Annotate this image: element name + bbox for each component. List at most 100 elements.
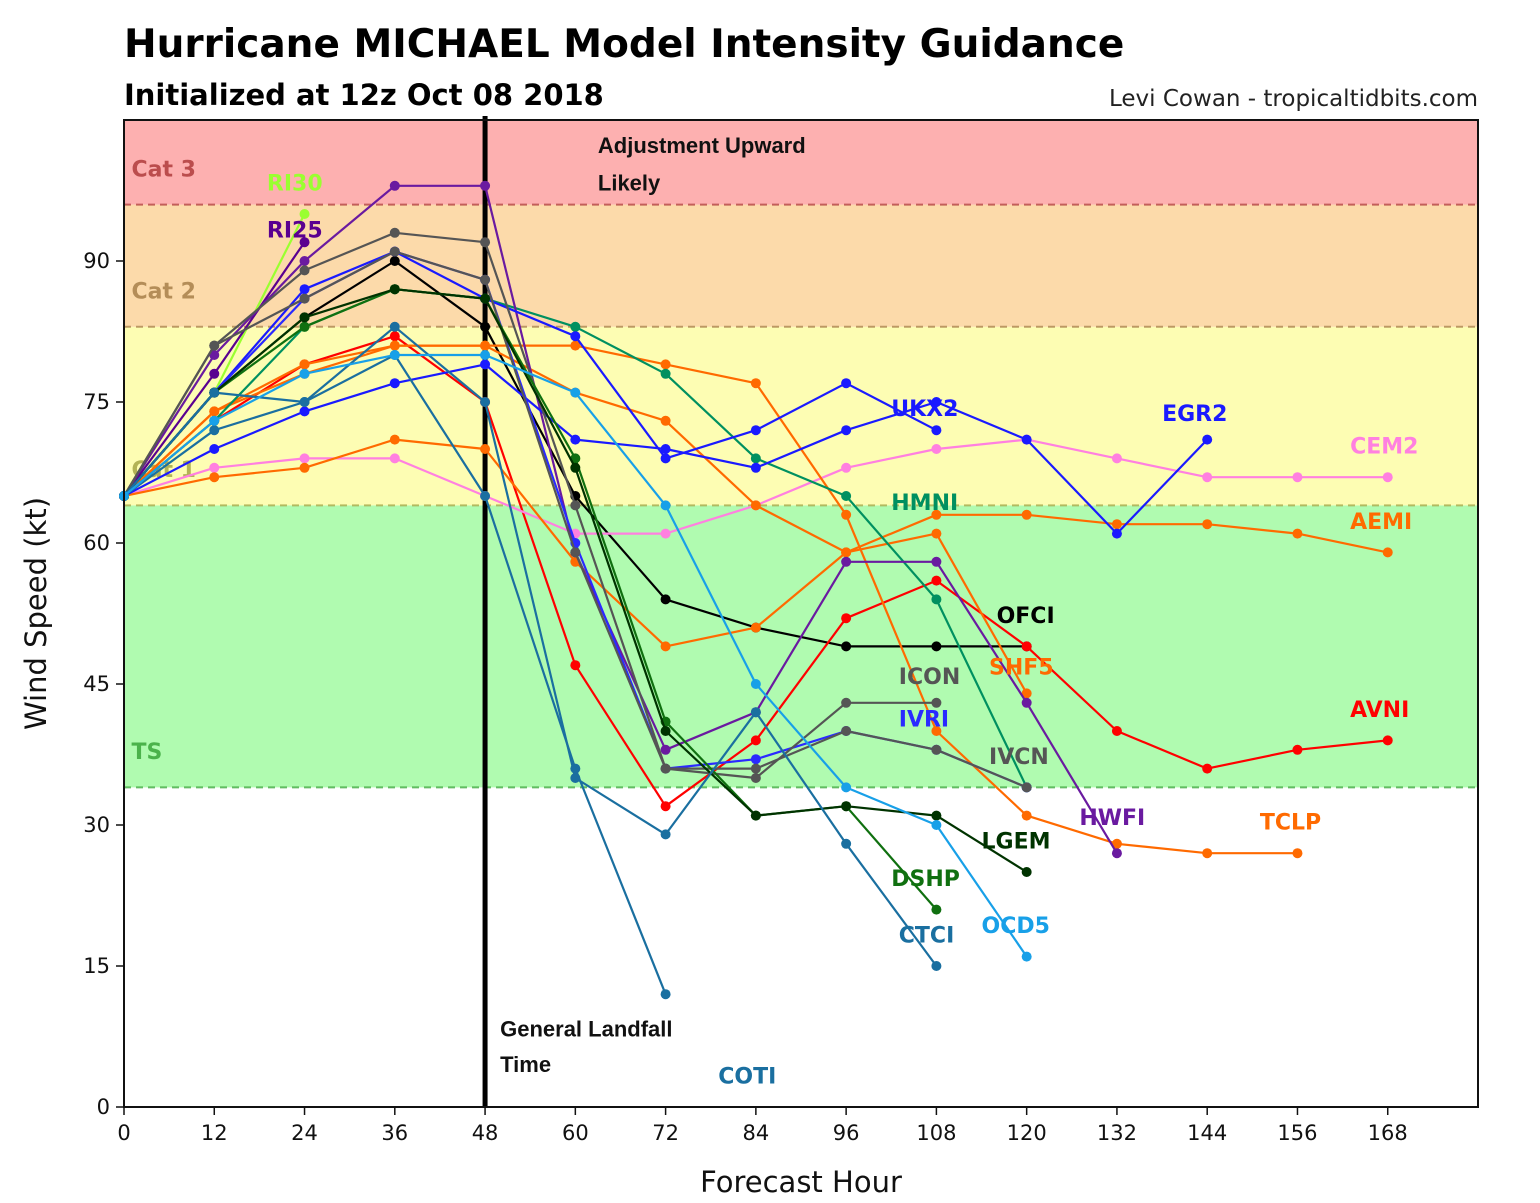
model-series — [119, 180, 1393, 1000]
x-tick-label: 60 — [562, 1121, 589, 1145]
data-point-ocd5 — [660, 500, 671, 511]
data-point-cem2 — [931, 444, 942, 454]
data-point-avni — [841, 613, 852, 624]
data-point-aemi — [389, 434, 400, 445]
series-label-coti: COTI — [718, 1065, 776, 1090]
band-cat-2 — [124, 204, 1478, 327]
series-label-lgem: LGEM — [982, 830, 1051, 855]
data-point-lgem — [480, 293, 491, 304]
x-tick-label: 36 — [381, 1121, 408, 1145]
data-point-icon — [750, 773, 761, 783]
data-point-shf5 — [209, 406, 220, 417]
x-tick-label: 24 — [291, 1121, 318, 1145]
data-point-aemi — [931, 509, 942, 520]
x-tick-label: 108 — [916, 1121, 956, 1145]
y-tick-label: 0 — [97, 1095, 110, 1119]
data-point-shf5 — [389, 340, 400, 351]
data-point-egr2 — [1021, 434, 1032, 445]
series-ocd5 — [119, 350, 1032, 962]
data-point-hwfi — [389, 180, 400, 191]
annotation-time: Time — [500, 1052, 551, 1077]
band-cat-3 — [124, 120, 1478, 205]
series-label-icon: ICON — [899, 665, 960, 690]
data-point-icon — [931, 697, 942, 708]
series-label-ri25: RI25 — [267, 219, 323, 244]
data-point-tclp — [660, 359, 671, 370]
series-label-hmni: HMNI — [891, 491, 958, 516]
data-point-ocd5 — [480, 350, 491, 360]
annotations: Adjustment Upward Likely General Landfall T… — [500, 133, 806, 1077]
data-point-ocd5 — [209, 415, 220, 426]
series-line-ctci — [123, 325, 938, 967]
data-point-avni — [389, 331, 400, 342]
data-point-coti — [660, 989, 671, 1000]
data-point-tclp — [1292, 848, 1303, 859]
data-point-egr2 — [389, 378, 400, 389]
data-point-tclp — [1202, 848, 1213, 859]
series-label-ukx2: UKX2 — [891, 397, 958, 422]
data-point-avni — [1021, 641, 1032, 652]
data-point-coti — [299, 397, 310, 407]
data-point-tclp — [931, 726, 942, 736]
series-label-egr2: EGR2 — [1162, 402, 1227, 427]
data-point-tclp — [841, 509, 852, 520]
chart-title: Hurricane MICHAEL Model Intensity Guidan… — [124, 22, 1125, 67]
series-label-hwfi: HWFI — [1079, 806, 1145, 831]
data-point-ofci — [660, 594, 671, 605]
data-point-shf5 — [931, 528, 942, 539]
y-tick-label: 60 — [83, 531, 110, 555]
data-point-ocd5 — [750, 679, 761, 689]
band-label-ts: TS — [132, 740, 163, 765]
data-point-lgem — [1021, 867, 1032, 877]
data-point-ctci — [750, 707, 761, 718]
data-point-hwfi — [1021, 697, 1032, 708]
data-point-hwfi — [660, 744, 671, 755]
band-cat-1 — [124, 326, 1478, 506]
series-line-hwfi — [123, 184, 1118, 854]
data-point-ukx2 — [660, 453, 671, 464]
data-point-tclp — [299, 359, 310, 370]
data-point-ivcn — [841, 726, 852, 736]
x-tick-label: 96 — [833, 1121, 860, 1145]
data-point-ri25 — [209, 368, 220, 379]
series-label-ofci: OFCI — [997, 604, 1055, 629]
data-point-aemi — [480, 444, 491, 454]
data-point-tclp — [1021, 810, 1032, 821]
data-point-dshp — [931, 904, 942, 915]
x-tick-label: 72 — [652, 1121, 679, 1145]
data-point-egr2 — [209, 444, 220, 454]
data-point-hmni — [750, 453, 761, 464]
data-point-shf5 — [480, 340, 491, 351]
data-point-ocd5 — [389, 350, 400, 360]
data-point-icon — [480, 237, 491, 248]
data-point-ri25 — [299, 237, 310, 248]
y-tick-label: 75 — [83, 390, 110, 414]
series-label-ivcn: IVCN — [989, 745, 1049, 770]
data-point-icon — [841, 697, 852, 708]
chart-subtitle: Initialized at 12z Oct 08 2018 — [124, 78, 604, 112]
data-point-ukx2 — [570, 331, 581, 342]
data-point-egr2 — [841, 425, 852, 436]
data-point-aemi — [1382, 547, 1393, 558]
data-point-ctci — [931, 961, 942, 971]
x-tick-label: 156 — [1277, 1121, 1317, 1145]
data-point-aemi — [1021, 509, 1032, 520]
model-labels: OFCI AVNI CEM2 AEMI TCLP SHF5 HMNI RI30 RI25 HWFI… — [267, 172, 1419, 1090]
data-point-ocd5 — [841, 782, 852, 793]
data-point-lgem — [750, 810, 761, 821]
data-point-hwfi — [1111, 848, 1122, 859]
data-point-aemi — [1111, 519, 1122, 530]
x-tick-label: 168 — [1368, 1121, 1408, 1145]
data-point-ivcn — [931, 744, 942, 755]
data-point-cem2 — [1111, 453, 1122, 464]
series-line-ukx2 — [123, 250, 937, 497]
series-label-tclp: TCLP — [1260, 811, 1321, 836]
data-point-aemi — [299, 462, 310, 473]
data-point-lgem — [389, 284, 400, 295]
data-point-cem2 — [1382, 472, 1393, 483]
data-point-ctci — [841, 838, 852, 849]
data-point-ivcn — [480, 274, 491, 285]
data-point-tclp — [750, 378, 761, 389]
data-point-lgem — [660, 726, 671, 736]
